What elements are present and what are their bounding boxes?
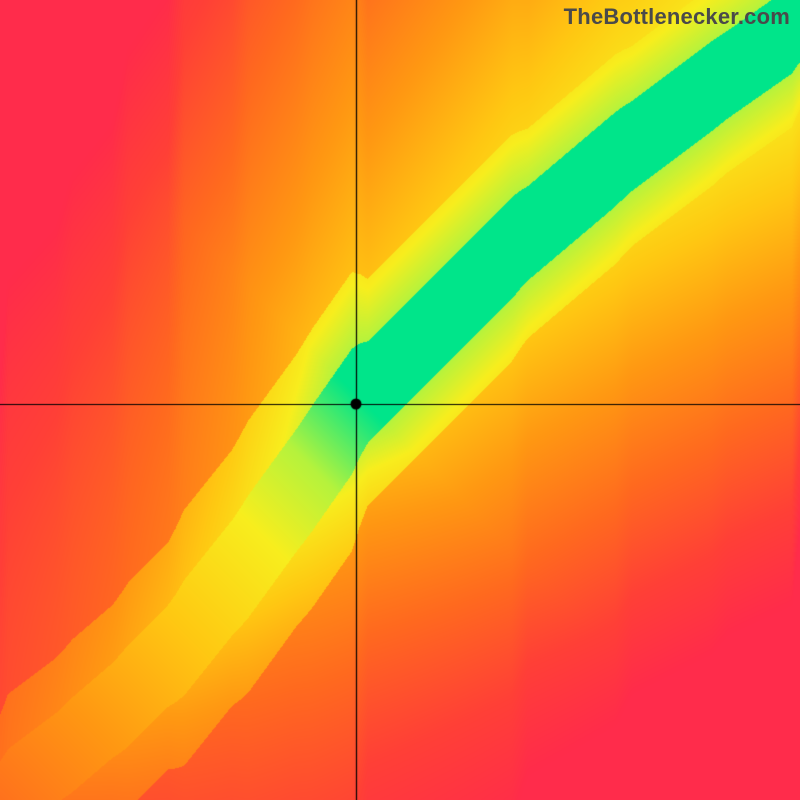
- watermark-text: TheBottlenecker.com: [564, 4, 790, 30]
- chart-container: TheBottlenecker.com: [0, 0, 800, 800]
- bottleneck-heatmap: [0, 0, 800, 800]
